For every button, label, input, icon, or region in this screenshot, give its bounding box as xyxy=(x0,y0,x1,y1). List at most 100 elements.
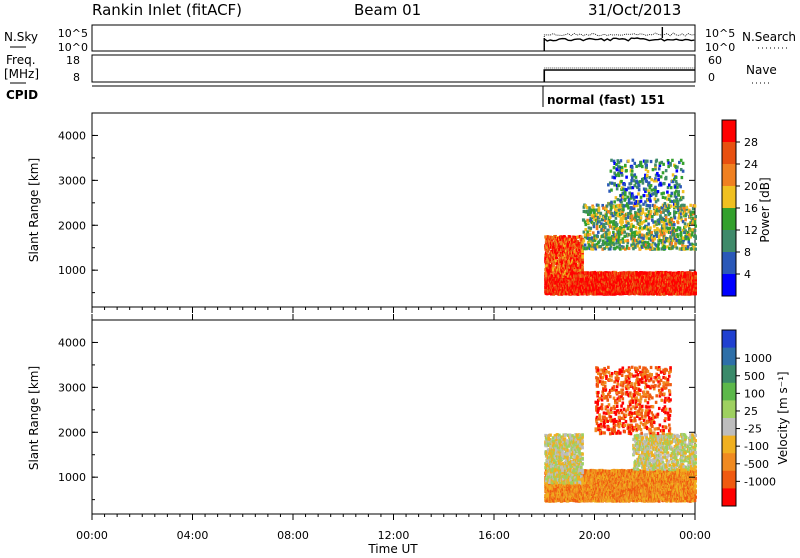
colorbar-tick-label: 20 xyxy=(744,180,758,193)
data-cell xyxy=(675,190,678,193)
noise-left-tick-bottom: 10^0 xyxy=(58,41,88,54)
data-cell xyxy=(650,178,653,181)
data-cell xyxy=(638,184,641,187)
data-cell xyxy=(625,176,628,179)
data-cell xyxy=(621,166,624,169)
data-cell xyxy=(628,201,631,204)
data-cell xyxy=(682,170,685,173)
data-cell xyxy=(650,184,653,187)
data-cell xyxy=(596,235,599,238)
data-cell xyxy=(581,268,584,271)
data-cell xyxy=(663,182,666,185)
data-cell xyxy=(593,225,596,228)
cpid-label: CPID xyxy=(6,88,38,102)
data-cell xyxy=(645,188,648,191)
freq-traces xyxy=(544,68,695,82)
data-cell xyxy=(642,208,645,211)
data-cell xyxy=(586,230,589,233)
data-cell xyxy=(657,247,660,250)
data-cell xyxy=(650,243,653,246)
data-cell xyxy=(649,199,652,202)
data-cell xyxy=(657,174,660,177)
data-cell xyxy=(597,231,600,234)
data-cell xyxy=(675,211,678,214)
data-cell xyxy=(657,190,660,193)
freq-left-tick-top: 18 xyxy=(66,54,80,67)
data-cell xyxy=(664,219,667,222)
data-cell xyxy=(610,201,613,204)
data-cell xyxy=(637,192,640,195)
data-cell xyxy=(641,165,644,168)
data-cell xyxy=(685,213,688,216)
cpid-mode: normal (fast) 151 xyxy=(547,93,665,107)
data-cell xyxy=(676,169,679,172)
data-cell xyxy=(694,229,697,232)
y-tick-label: 4000 xyxy=(58,129,86,142)
data-cell xyxy=(627,239,630,242)
data-cell xyxy=(647,170,650,173)
data-cell xyxy=(694,235,697,238)
data-cell xyxy=(581,250,584,253)
data-cell xyxy=(638,230,641,233)
data-cell xyxy=(676,246,679,249)
noise-sky-trace xyxy=(544,38,694,51)
data-cell xyxy=(677,190,680,193)
data-cell xyxy=(683,204,686,207)
data-cell xyxy=(599,239,602,242)
data-cell xyxy=(656,212,659,215)
data-cell xyxy=(627,160,630,163)
data-cell xyxy=(589,227,592,230)
data-cell xyxy=(643,194,646,197)
data-cell xyxy=(574,274,577,277)
data-cell xyxy=(677,221,680,224)
data-cell xyxy=(593,222,596,225)
data-cell xyxy=(686,206,689,209)
data-cell xyxy=(676,166,679,169)
data-cell xyxy=(694,243,697,246)
y-tick-label: 1000 xyxy=(58,264,86,277)
freq-panel xyxy=(92,55,695,82)
noise-left-label: N.Sky xyxy=(4,30,38,44)
power-colorbar-title: Power [dB] xyxy=(758,177,772,242)
data-cell xyxy=(650,160,653,163)
data-cell xyxy=(658,207,661,210)
data-cell xyxy=(676,182,679,185)
data-cell xyxy=(633,162,636,165)
data-cell xyxy=(665,216,668,219)
data-cell xyxy=(657,178,660,181)
data-cell xyxy=(624,239,627,242)
data-cell xyxy=(641,233,644,236)
colorbar-swatch xyxy=(722,142,736,165)
data-cell xyxy=(616,198,619,201)
data-cell xyxy=(639,208,642,211)
data-cell xyxy=(609,247,612,250)
data-cell xyxy=(640,161,643,164)
data-cell xyxy=(664,202,667,205)
data-cell xyxy=(635,165,638,168)
data-cell xyxy=(603,223,606,226)
data-cell xyxy=(660,175,663,178)
freq-right-tick-top: 60 xyxy=(708,54,722,67)
data-cell xyxy=(678,239,681,242)
noise-left-tick-top: 10^5 xyxy=(58,27,88,40)
data-cell xyxy=(589,233,592,236)
data-cell xyxy=(663,222,666,225)
data-cell xyxy=(649,226,652,229)
data-cell xyxy=(671,218,674,221)
data-cell xyxy=(677,202,680,205)
data-cell xyxy=(662,192,665,195)
data-cell xyxy=(622,221,625,224)
data-cell xyxy=(671,159,674,162)
data-cell xyxy=(674,216,677,219)
colorbar-tick-label: 24 xyxy=(744,158,758,171)
data-cell xyxy=(646,174,649,177)
noise-panel xyxy=(92,25,695,51)
data-cell xyxy=(597,204,600,207)
data-cell xyxy=(616,223,619,226)
data-cell xyxy=(654,237,657,240)
data-cell xyxy=(640,196,643,199)
data-cell xyxy=(682,190,685,193)
data-cell xyxy=(616,245,619,248)
